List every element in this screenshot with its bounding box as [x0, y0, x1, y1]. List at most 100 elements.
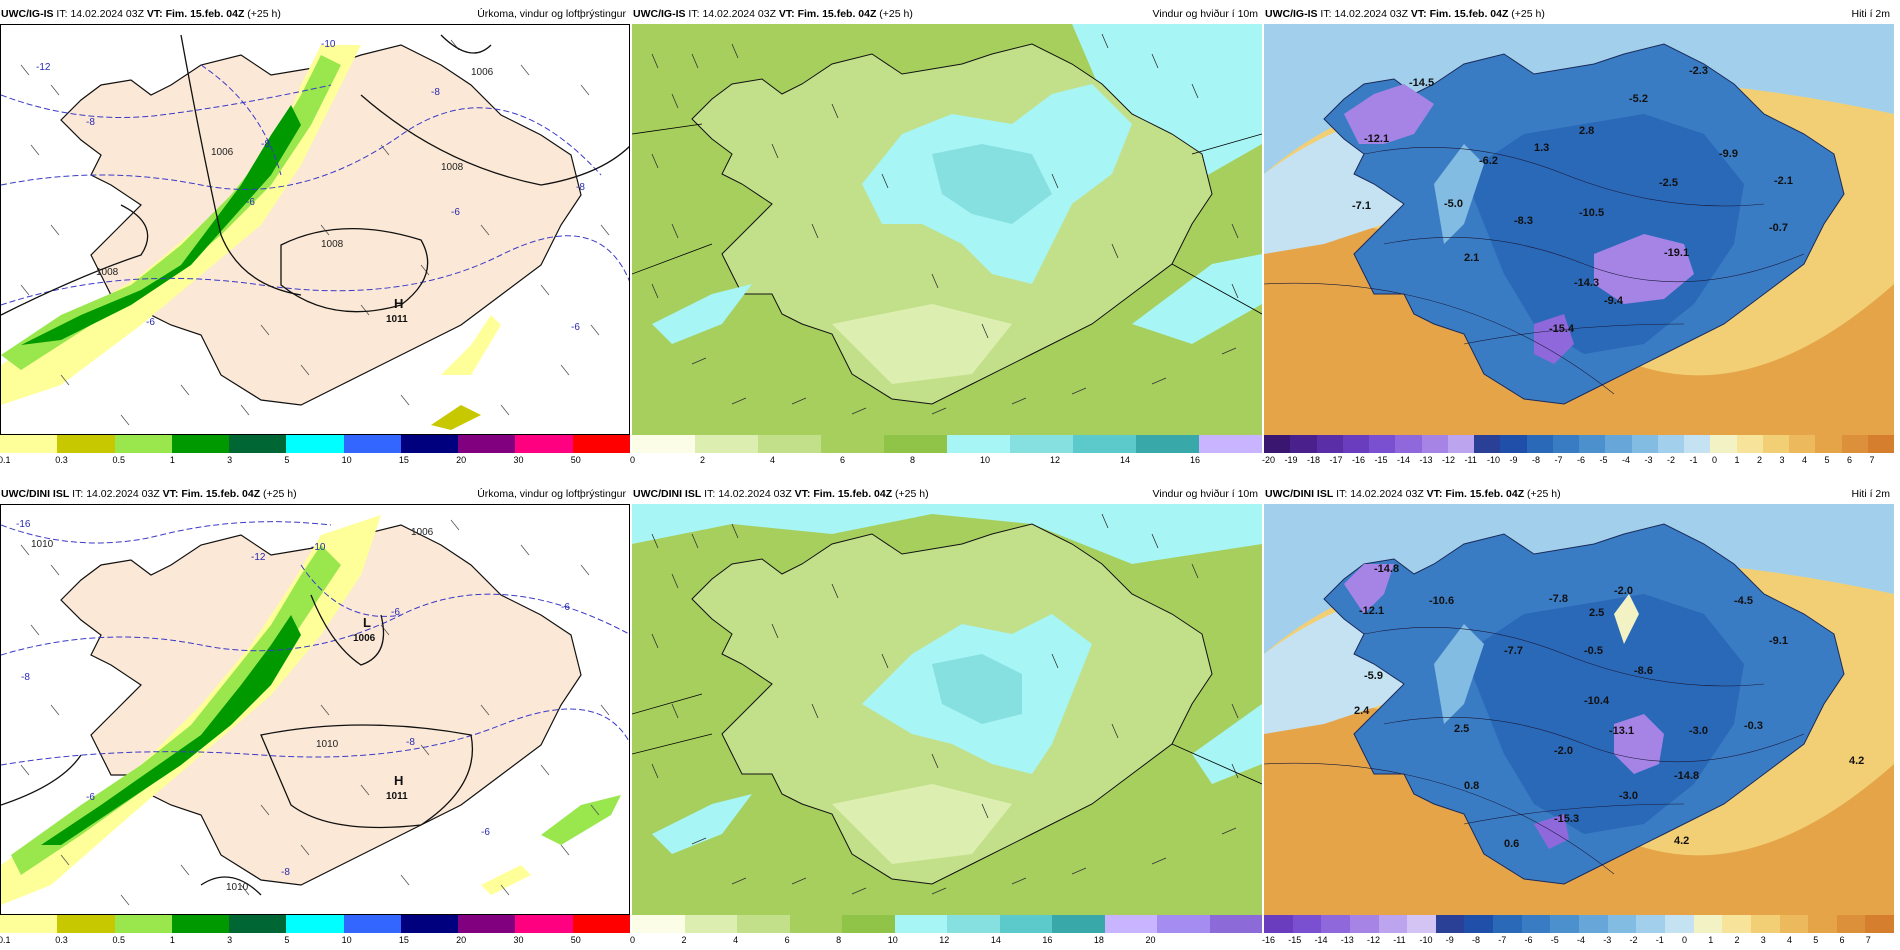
temperature-value: -2.0 — [1614, 585, 1633, 597]
wind-arrows — [651, 33, 1239, 415]
colorbar-swatch — [1321, 915, 1350, 933]
isotherm-label: -8 — [21, 672, 30, 683]
colorbar-swatch — [1290, 435, 1317, 453]
temperature-value: -15.4 — [1549, 323, 1575, 335]
temperature-value: 2.4 — [1354, 705, 1370, 717]
temperature-value: 0.6 — [1504, 838, 1519, 850]
colorbar-tick-label: -11 — [1393, 935, 1406, 945]
colorbar-tick-label: 18 — [1093, 935, 1104, 945]
temp-cold-south — [1534, 814, 1569, 849]
init-time: 14.02.2024 03Z — [702, 8, 776, 20]
colorbar-swatch — [1104, 915, 1157, 933]
panel-title: Úrkoma, vindur og loftþrýstingur — [477, 488, 626, 500]
vt-label: VT: — [1426, 488, 1443, 500]
wind-gust-cyan-sw — [652, 284, 752, 344]
panel-header: UWC/DINI ISL IT: 14.02.2024 03Z VT: Fim.… — [0, 484, 630, 504]
it-label: IT: — [1336, 488, 1348, 500]
colorbar-swatch — [1710, 435, 1737, 453]
model-name: UWC/IG-IS — [1, 8, 54, 20]
colorbar-tick-label: 4 — [733, 935, 739, 945]
temp-coldest-westfjords — [1344, 84, 1434, 144]
precip-band-south — [441, 315, 501, 375]
temp-mild-valley — [1434, 144, 1484, 244]
isobar-label: 1010 — [316, 739, 339, 750]
isotherm-label: -6 — [451, 207, 460, 218]
temp-cold-interior — [1464, 594, 1744, 834]
model-name: UWC/DINI ISL — [633, 488, 702, 500]
colorbar-swatch — [1136, 435, 1199, 453]
temperature-value: -10.5 — [1579, 207, 1604, 219]
colorbar-tick-label: 2 — [1757, 455, 1763, 465]
colorbar-tick-label: -7 — [1498, 935, 1507, 945]
colorbar-swatch — [171, 915, 230, 933]
panel-title: Úrkoma, vindur og loftþrýstingur — [477, 8, 626, 20]
temperature-value: -12.1 — [1364, 133, 1389, 145]
colorbar-swatch — [515, 915, 573, 933]
colorbar-swatch — [343, 435, 401, 453]
colorbar-swatch — [1209, 915, 1262, 933]
colorbar-swatch — [1552, 435, 1579, 453]
temperature-value: -0.5 — [1584, 645, 1603, 657]
wind-gust-cyan-core — [932, 654, 1022, 724]
colorbar-tick-label: -18 — [1307, 455, 1321, 465]
colorbar-tick-label: 20 — [456, 935, 467, 945]
colorbar-tick-label: 4 — [1787, 935, 1793, 945]
colorbar-tick-label: -8 — [1532, 455, 1541, 465]
colorbar-swatch — [400, 915, 459, 933]
colorbar-swatch — [1579, 435, 1606, 453]
low-pressure-value: 1006 — [353, 633, 376, 644]
colorbar-tick-label: -1 — [1689, 455, 1698, 465]
colorbar-tick-label: 0 — [630, 935, 636, 945]
colorbar-tick-label: -15 — [1374, 455, 1388, 465]
colorbar-swatch — [1447, 435, 1474, 453]
colorbar-tick-label: 0.1 — [0, 455, 11, 465]
precip-band-green — [11, 545, 341, 875]
colorbar-tick-label: -12 — [1442, 455, 1456, 465]
wind-gust-cyan-se — [1192, 704, 1262, 784]
colorbar-tick-label: 50 — [570, 935, 581, 945]
colorbar-swatch — [842, 915, 895, 933]
panel-temp-dini: UWC/DINI ISL IT: 14.02.2024 03Z VT: Fim.… — [1262, 484, 1895, 945]
temp-map: -14.5 -12.1 -7.1 -5.0 -6.2 1.3 2.8 -5.2 -2.3 -9.9… — [1264, 24, 1894, 435]
lead-time: (+25 h) — [263, 488, 297, 500]
valid-time: Fim. 15.feb. 04Z — [1429, 8, 1509, 20]
isobar-label: 1010 — [226, 882, 249, 893]
temperature-value: -9.9 — [1719, 148, 1738, 160]
temperature-value: -2.3 — [1689, 65, 1708, 77]
temp-coldest-vatnajokull — [1614, 714, 1664, 774]
colorbar-swatch — [1435, 915, 1465, 933]
colorbar-tick-label: -20 — [1262, 455, 1276, 465]
colorbar-swatch — [1808, 915, 1837, 933]
colorbar-tick-label: 3 — [227, 935, 233, 945]
colorbar-swatch — [1657, 435, 1684, 453]
colorbar-tick-label: -2 — [1667, 455, 1676, 465]
colorbar-swatch — [1579, 915, 1608, 933]
grid-lines — [632, 693, 1262, 785]
colorbar-swatch — [1867, 435, 1894, 453]
init-time: 14.02.2024 03Z — [70, 8, 144, 20]
colorbar-tick-label: 1 — [1734, 455, 1740, 465]
isotherms — [1, 64, 629, 306]
colorbar-swatch — [737, 915, 790, 933]
colorbar-swatch — [1264, 915, 1293, 933]
colorbar-tick-label: -4 — [1622, 455, 1631, 465]
temperature-value: -15.3 — [1554, 813, 1579, 825]
model-name: UWC/DINI ISL — [1265, 488, 1334, 500]
colorbar-tick-label: 16 — [1042, 935, 1053, 945]
temp-contours — [1264, 147, 1805, 395]
precip-band-south2 — [431, 405, 481, 430]
colorbar-tick-label: 0.5 — [112, 935, 126, 945]
colorbar-tick-label: 30 — [513, 935, 524, 945]
panel-header: UWC/DINI ISL IT: 14.02.2024 03Z VT: Fim.… — [632, 484, 1262, 504]
colorbar-tick-label: -8 — [1472, 935, 1481, 945]
temperature-value: -2.5 — [1659, 177, 1678, 189]
isobar-label: 1006 — [211, 147, 234, 158]
temp-values-layer: -14.5 -12.1 -7.1 -5.0 -6.2 1.3 2.8 -5.2 -2.3 -9.9… — [1352, 65, 1793, 335]
colorbar-swatch — [1550, 915, 1580, 933]
temperature-value: 2.5 — [1589, 607, 1604, 619]
model-name: UWC/IG-IS — [633, 8, 686, 20]
wind-calm-south — [832, 784, 1012, 864]
temp-colorbar — [1264, 915, 1895, 933]
colorbar-tick-label: 20 — [456, 455, 467, 465]
colorbar-swatch — [1789, 435, 1816, 453]
